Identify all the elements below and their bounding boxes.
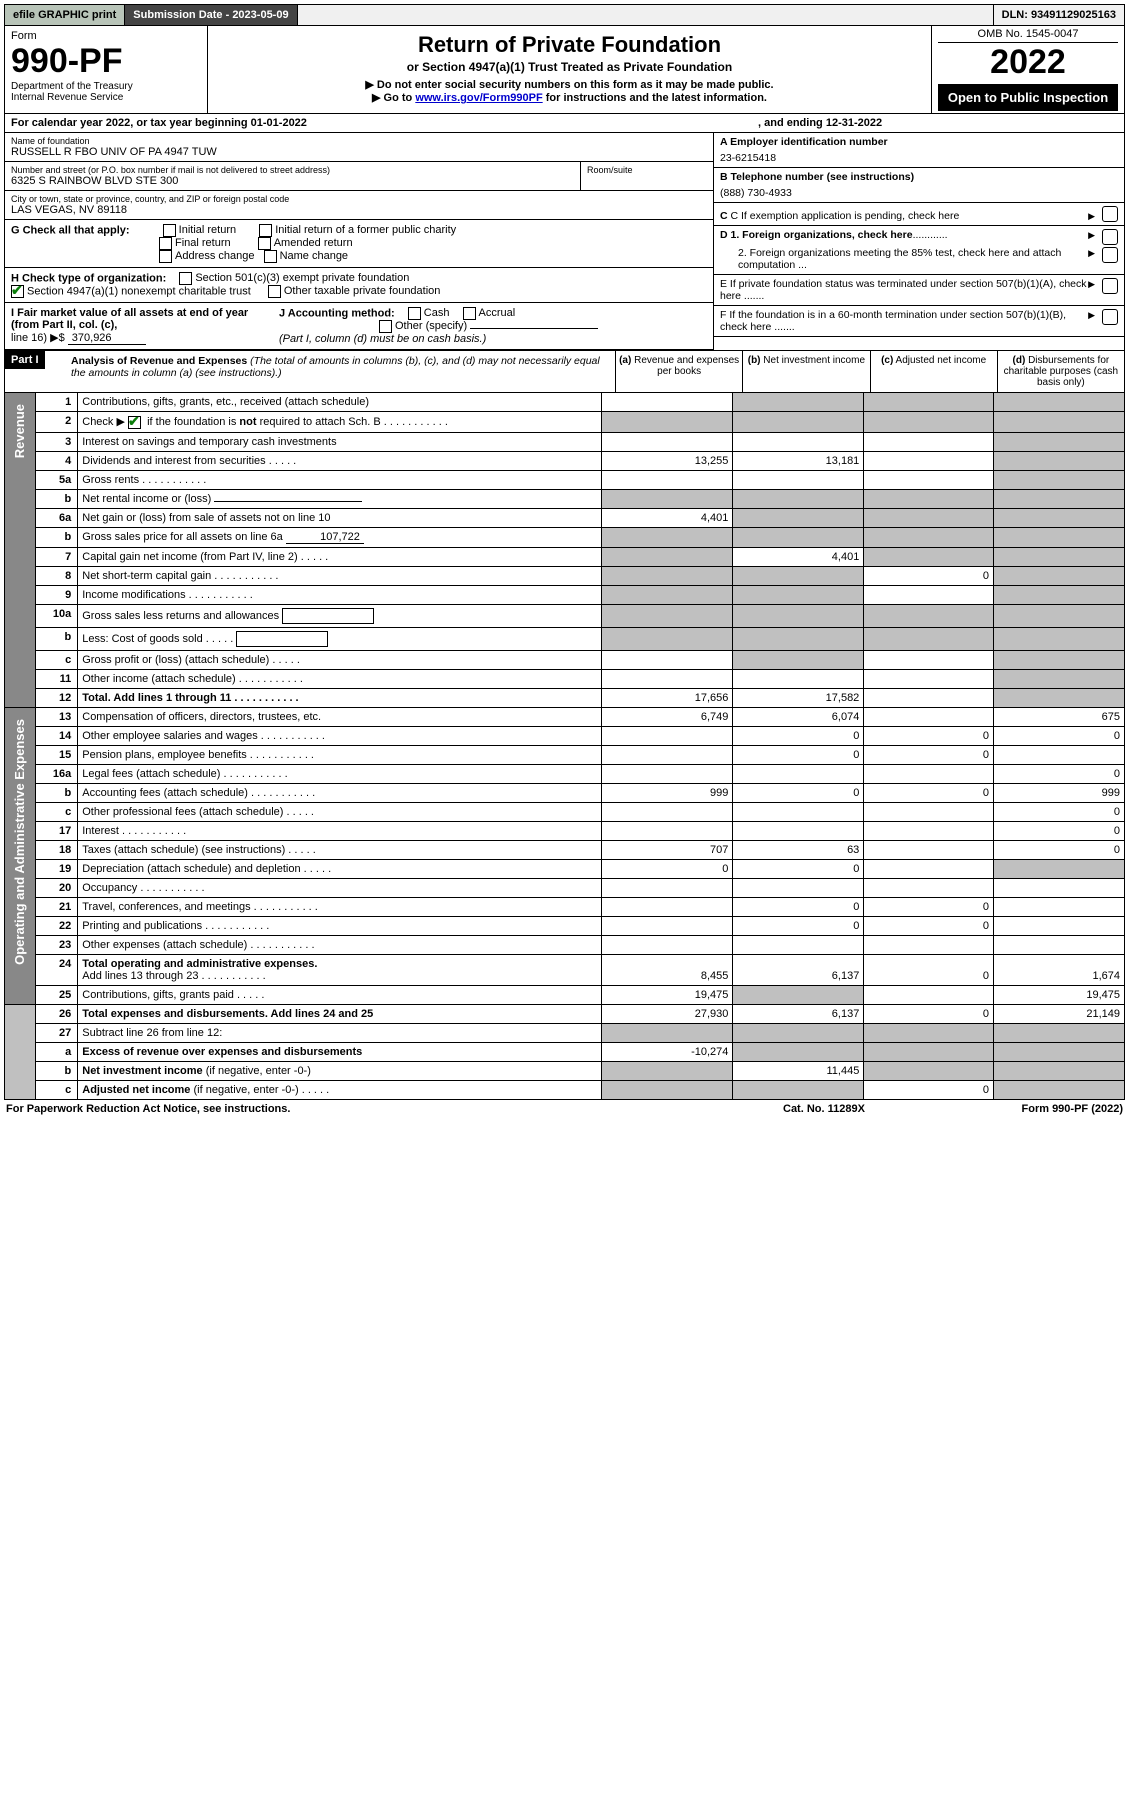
- h-row: H Check type of organization: Section 50…: [5, 268, 713, 303]
- c-checkbox[interactable]: [1102, 206, 1118, 222]
- form-word: Form: [11, 30, 201, 42]
- ein: 23-6215418: [720, 152, 776, 164]
- accrual-checkbox[interactable]: [463, 307, 476, 320]
- form-subtitle: or Section 4947(a)(1) Trust Treated as P…: [214, 60, 925, 74]
- other-checkbox[interactable]: [379, 320, 392, 333]
- city-label: City or town, state or province, country…: [11, 194, 707, 204]
- omb: OMB No. 1545-0047: [938, 28, 1118, 43]
- 6b-val: 107,722: [286, 531, 364, 544]
- name-label: Name of foundation: [11, 136, 707, 146]
- part1-header: Part I Analysis of Revenue and Expenses …: [4, 350, 1125, 393]
- phone: (888) 730-4933: [720, 187, 792, 199]
- room-label: Room/suite: [587, 165, 707, 175]
- addr-label: Number and street (or P.O. box number if…: [11, 165, 574, 175]
- h3-checkbox[interactable]: [268, 285, 281, 298]
- initial-former-checkbox[interactable]: [259, 224, 272, 237]
- i-label: I Fair market value of all assets at end…: [11, 307, 248, 331]
- footer: For Paperwork Reduction Act Notice, see …: [4, 1100, 1125, 1118]
- note1: ▶ Do not enter social security numbers o…: [214, 78, 925, 91]
- note2: ▶ Go to www.irs.gov/Form990PF for instru…: [214, 91, 925, 104]
- expenses-side: Operating and Administrative Expenses: [10, 711, 29, 973]
- name-change-checkbox[interactable]: [264, 250, 277, 263]
- d1-checkbox[interactable]: [1102, 229, 1118, 245]
- tax-year: 2022: [938, 43, 1118, 82]
- foundation-name: RUSSELL R FBO UNIV OF PA 4947 TUW: [11, 146, 707, 158]
- irs: Internal Revenue Service: [11, 92, 201, 103]
- footer-left: For Paperwork Reduction Act Notice, see …: [6, 1103, 783, 1115]
- top-bar: efile GRAPHIC print Submission Date - 20…: [4, 4, 1125, 26]
- form-title: Return of Private Foundation: [214, 32, 925, 58]
- form-number: 990-PF: [11, 42, 201, 81]
- dln-box: DLN: 93491129025163: [993, 5, 1124, 25]
- footer-cat: Cat. No. 11289X: [783, 1103, 963, 1115]
- form-header: Form 990-PF Department of the Treasury I…: [4, 26, 1125, 114]
- cash-checkbox[interactable]: [408, 307, 421, 320]
- h2-checkbox[interactable]: [11, 285, 24, 298]
- fmv-value: 370,926: [68, 332, 146, 345]
- g-row: G Check all that apply: Initial return I…: [5, 220, 713, 268]
- part1-label: Part I: [5, 351, 45, 369]
- final-return-checkbox[interactable]: [159, 237, 172, 250]
- calendar-year-row: For calendar year 2022, or tax year begi…: [4, 114, 1125, 133]
- footer-form: Form 990-PF (2022): [963, 1103, 1123, 1115]
- amended-checkbox[interactable]: [258, 237, 271, 250]
- submission-box: Submission Date - 2023-05-09: [125, 5, 297, 25]
- e-checkbox[interactable]: [1102, 278, 1118, 294]
- phone-label: B Telephone number (see instructions): [720, 171, 914, 183]
- street-address: 6325 S RAINBOW BLVD STE 300: [11, 175, 574, 187]
- revenue-side: Revenue: [10, 396, 29, 466]
- schb-checkbox[interactable]: [128, 416, 141, 429]
- f-checkbox[interactable]: [1102, 309, 1118, 325]
- form-link[interactable]: www.irs.gov/Form990PF: [415, 92, 542, 104]
- open-public: Open to Public Inspection: [938, 84, 1118, 111]
- d2-checkbox[interactable]: [1102, 247, 1118, 263]
- part1-table: Revenue 1Contributions, gifts, grants, e…: [4, 393, 1125, 1100]
- ein-label: A Employer identification number: [720, 136, 888, 148]
- city-state: LAS VEGAS, NV 89118: [11, 204, 707, 216]
- address-change-checkbox[interactable]: [159, 250, 172, 263]
- initial-return-checkbox[interactable]: [163, 224, 176, 237]
- dept: Department of the Treasury: [11, 81, 201, 92]
- entity-info: Name of foundation RUSSELL R FBO UNIV OF…: [4, 133, 1125, 350]
- h1-checkbox[interactable]: [179, 272, 192, 285]
- efile-box[interactable]: efile GRAPHIC print: [5, 5, 125, 25]
